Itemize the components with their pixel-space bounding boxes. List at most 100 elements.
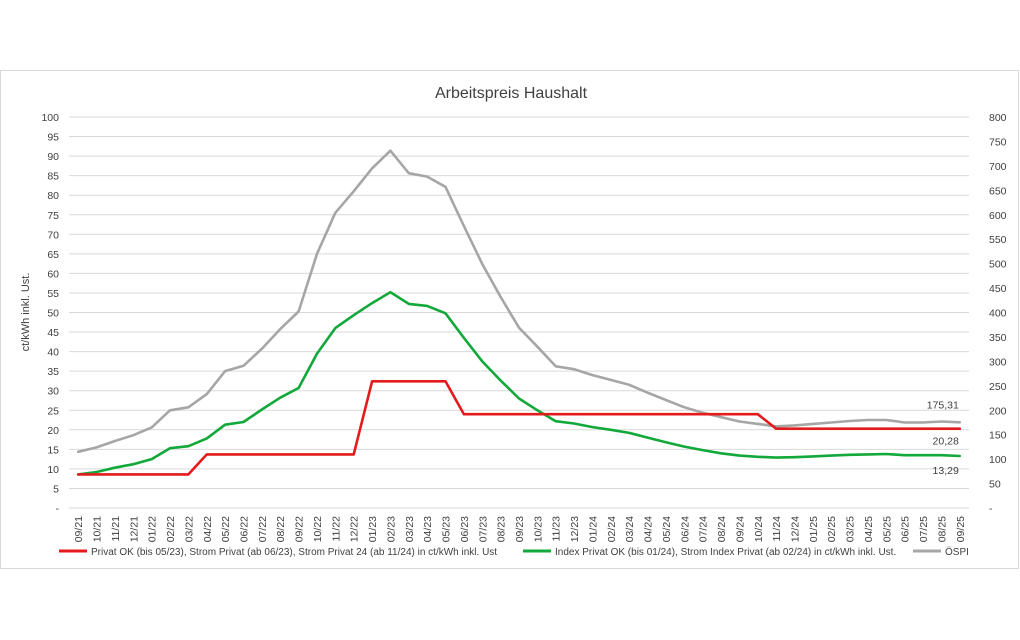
legend-label-2: Index Privat OK (bis 01/24), Strom Index…	[555, 547, 896, 558]
y2-tick-label: 250	[989, 381, 1007, 393]
y-tick-label: 50	[47, 308, 59, 320]
series-line-1	[76, 379, 962, 476]
y-tick-label: 20	[47, 425, 59, 437]
y-tick-label: 35	[47, 366, 59, 378]
y-tick-label: -	[56, 503, 60, 515]
x-tick-label: 08/23	[496, 516, 508, 542]
end-value-labels: 175,31 20,28 13,29	[927, 399, 959, 477]
x-tick-label: 01/23	[367, 516, 379, 542]
x-tick-label: 05/23	[441, 516, 453, 542]
left-axis-ticks: - 5 10 15 20 25 30 35 40 45 50 55 60 65 70 75 80 85 90 95 10…	[41, 112, 59, 515]
x-tick-label: 09/21	[73, 516, 85, 542]
x-tick-label: 07/24	[698, 516, 710, 542]
y-tick-label: 15	[47, 444, 59, 456]
y-tick-label: 45	[47, 327, 59, 339]
x-tick-label: 07/23	[477, 516, 489, 542]
legend-label-1: Privat OK (bis 05/23), Strom Privat (ab …	[91, 547, 497, 558]
x-tick-label: 03/22	[183, 516, 195, 542]
chart-area: Arbeitspreis Haushalt - 5 10 15 20 25 30 35 40 45…	[0, 70, 1019, 569]
x-tick-label: 05/24	[661, 516, 673, 542]
x-tick-label: 10/24	[753, 516, 765, 542]
y2-tick-label: 800	[989, 112, 1007, 124]
series-line-2	[76, 290, 962, 476]
y-tick-label: 10	[47, 464, 59, 476]
x-tick-label: 11/23	[551, 516, 563, 542]
x-tick-label: 02/25	[826, 516, 838, 542]
x-tick-label: 09/24	[734, 516, 746, 542]
x-tick-label: 10/22	[312, 516, 324, 542]
legend-label-3: ÖSPI	[945, 546, 969, 558]
chart-title: Arbeitspreis Haushalt	[435, 85, 588, 102]
y2-tick-label: 600	[989, 210, 1007, 222]
y-tick-label: 25	[47, 405, 59, 417]
x-tick-label: 05/25	[881, 516, 893, 542]
y2-tick-label: 50	[989, 479, 1001, 491]
x-tick-label: 06/24	[679, 516, 691, 542]
x-tick-label: 03/23	[404, 516, 416, 542]
y2-tick-label: 400	[989, 308, 1007, 320]
end-value-label: 20,28	[933, 436, 959, 448]
x-tick-label: 06/22	[238, 516, 250, 542]
line-chart: Arbeitspreis Haushalt - 5 10 15 20 25 30 35 40 45…	[20, 85, 1007, 558]
x-tick-label: 12/24	[790, 516, 802, 542]
gridlines	[69, 116, 969, 509]
x-tick-label: 09/22	[294, 516, 306, 542]
y2-tick-label: 750	[989, 136, 1007, 148]
right-axis-ticks: - 50 100 150 200 250 300 350 400 450 500 550 600 650 7…	[989, 112, 1007, 515]
x-tick-label: 08/22	[275, 516, 287, 542]
y2-tick-label: 300	[989, 356, 1007, 368]
x-tick-label: 07/22	[257, 516, 269, 542]
y-tick-label: 80	[47, 190, 59, 202]
y-tick-label: 30	[47, 386, 59, 398]
x-tick-label: 03/25	[845, 516, 857, 542]
y2-tick-label: 350	[989, 332, 1007, 344]
y2-tick-label: -	[989, 503, 993, 515]
x-tick-label: 04/24	[643, 516, 655, 542]
x-tick-label: 08/24	[716, 516, 728, 542]
x-tick-label: 10/23	[532, 516, 544, 542]
x-tick-label: 12/21	[128, 516, 140, 542]
y-tick-label: 90	[47, 151, 59, 163]
y2-tick-label: 200	[989, 405, 1007, 417]
x-axis-ticks: 09/21 10/21 11/21 12/21 01/22 02/22 03/22 04/22…	[73, 516, 967, 542]
x-tick-label: 04/22	[202, 516, 214, 542]
x-tick-label: 10/21	[92, 516, 104, 542]
x-tick-label: 01/25	[808, 516, 820, 542]
x-tick-label: 12/22	[349, 516, 361, 542]
x-tick-label: 09/23	[514, 516, 526, 542]
legend: Privat OK (bis 05/23), Strom Privat (ab …	[59, 546, 969, 558]
y-tick-label: 75	[47, 210, 59, 222]
x-tick-label: 03/24	[624, 516, 636, 542]
y2-tick-label: 100	[989, 454, 1007, 466]
y2-tick-label: 700	[989, 161, 1007, 173]
end-value-label: 175,31	[927, 399, 959, 411]
x-tick-label: 04/25	[863, 516, 875, 542]
y-tick-label: 100	[41, 112, 59, 124]
x-tick-label: 02/23	[385, 516, 397, 542]
x-tick-label: 01/22	[147, 516, 159, 542]
y-tick-label: 60	[47, 268, 59, 280]
y2-tick-label: 500	[989, 259, 1007, 271]
y-tick-label: 65	[47, 249, 59, 261]
x-tick-label: 11/21	[110, 516, 122, 542]
y-tick-label: 55	[47, 288, 59, 300]
y-tick-label: 95	[47, 132, 59, 144]
x-tick-label: 06/23	[459, 516, 471, 542]
x-tick-label: 08/25	[936, 516, 948, 542]
x-tick-label: 11/22	[330, 516, 342, 542]
y2-tick-label: 650	[989, 185, 1007, 197]
x-tick-label: 07/25	[918, 516, 930, 542]
x-tick-label: 02/24	[606, 516, 618, 542]
x-tick-label: 06/25	[900, 516, 912, 542]
y-tick-label: 85	[47, 171, 59, 183]
series-line-3	[76, 149, 962, 454]
x-tick-label: 01/24	[587, 516, 599, 542]
x-tick-label: 12/23	[569, 516, 581, 542]
x-tick-label: 09/25	[955, 516, 967, 542]
x-tick-label: 04/23	[422, 516, 434, 542]
x-tick-label: 11/24	[771, 516, 783, 542]
y2-tick-label: 450	[989, 283, 1007, 295]
x-tick-label: 05/22	[220, 516, 232, 542]
x-tick-label: 02/22	[165, 516, 177, 542]
y-tick-label: 70	[47, 229, 59, 241]
